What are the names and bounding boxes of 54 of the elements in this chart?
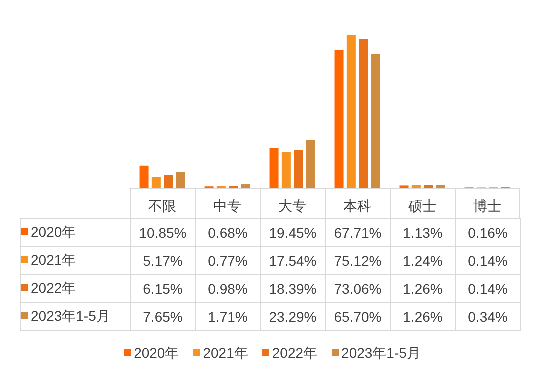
bar [371,54,380,188]
data-label: 0.16% [456,218,520,246]
data-label: 1.26% [390,274,456,302]
data-label: 19.45% [260,218,326,246]
legend-label: 2020年 [20,218,130,246]
data-label: 7.65% [130,302,196,330]
legend-label: 2022年 [20,274,130,302]
bar [164,175,174,188]
data-label: 73.06% [326,274,390,302]
x-tick-label: 博士 [474,199,502,215]
data-label: 65.70% [326,302,390,330]
bar [282,152,291,188]
data-label: 0.77% [196,246,260,274]
data-label: 23.29% [260,302,326,330]
bar [270,148,279,188]
bar [424,185,434,188]
data-label: 0.68% [196,218,260,246]
data-label: 5.17% [130,246,196,274]
bar [306,140,316,188]
x-tick-label: 大专 [278,199,306,215]
x-tick-label: 本科 [344,199,372,215]
legend-label: 2021年 [20,246,130,274]
x-tick-label: 不限 [148,199,176,215]
data-label: 0.14% [456,274,520,302]
bar [140,166,149,188]
data-label: 10.85% [130,218,196,246]
data-label: 1.24% [390,246,456,274]
text: 2021年 [203,345,248,361]
x-tick-label: 硕士 [408,199,436,215]
bar [359,39,368,188]
bar [412,185,421,188]
bar [152,177,161,188]
bar [436,185,446,188]
text: 2023年1-5月 [342,345,421,361]
data-label: 1.13% [390,218,456,246]
data-label: 75.12% [326,246,390,274]
data-label: 6.15% [130,274,196,302]
bar [241,184,250,188]
data-label: 67.71% [326,218,390,246]
data-label: 17.54% [260,246,326,274]
data-label: 0.98% [196,274,260,302]
x-tick-label: 中专 [214,199,242,215]
bar [294,150,304,188]
legend-label: 2023年1-5月 [20,302,130,330]
data-label: 0.14% [456,246,520,274]
data-label: 18.39% [260,274,326,302]
data-label: 1.71% [196,302,260,330]
data-label: 0.34% [456,302,520,330]
bar [334,50,344,188]
bar [176,172,186,188]
data-label: 1.26% [390,302,456,330]
text: 2022年 [272,345,318,361]
text: 2020年 [134,345,180,361]
bar [346,34,356,188]
